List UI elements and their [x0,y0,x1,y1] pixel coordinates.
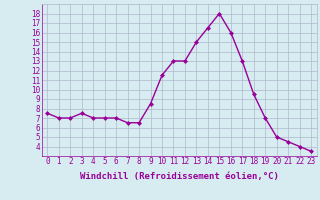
X-axis label: Windchill (Refroidissement éolien,°C): Windchill (Refroidissement éolien,°C) [80,172,279,181]
